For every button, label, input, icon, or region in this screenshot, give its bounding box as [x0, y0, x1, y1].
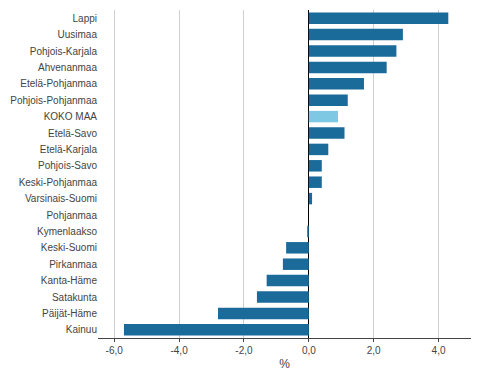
svg-text:%: % [279, 357, 290, 371]
svg-text:Pohjanmaa: Pohjanmaa [46, 210, 97, 221]
svg-text:4,0: 4,0 [432, 345, 446, 356]
svg-text:-6,0: -6,0 [106, 345, 124, 356]
svg-text:Pirkanmaa: Pirkanmaa [49, 259, 97, 270]
svg-text:Keski-Pohjanmaa: Keski-Pohjanmaa [19, 177, 98, 188]
svg-text:Pohjois-Savo: Pohjois-Savo [38, 160, 97, 171]
svg-text:2,0: 2,0 [367, 345, 381, 356]
svg-text:Satakunta: Satakunta [52, 292, 97, 303]
svg-text:Uusimaa: Uusimaa [58, 29, 98, 40]
svg-text:-2,0: -2,0 [235, 345, 253, 356]
svg-text:Etelä-Pohjanmaa: Etelä-Pohjanmaa [20, 78, 97, 89]
svg-text:Pohjois-Pohjanmaa: Pohjois-Pohjanmaa [10, 95, 97, 106]
svg-text:Ahvenanmaa: Ahvenanmaa [38, 62, 97, 73]
svg-text:0,0: 0,0 [302, 345, 316, 356]
svg-text:Päijät-Häme: Päijät-Häme [42, 308, 97, 319]
svg-text:Kymenlaakso: Kymenlaakso [37, 226, 97, 237]
svg-text:-4,0: -4,0 [170, 345, 188, 356]
svg-text:Kainuu: Kainuu [66, 324, 97, 335]
svg-text:Etelä-Savo: Etelä-Savo [48, 128, 97, 139]
svg-text:Keski-Suomi: Keski-Suomi [41, 242, 97, 253]
svg-text:Varsinais-Suomi: Varsinais-Suomi [25, 193, 97, 204]
svg-text:Pohjois-Karjala: Pohjois-Karjala [30, 46, 98, 57]
svg-text:KOKO MAA: KOKO MAA [44, 111, 98, 122]
svg-text:Etelä-Karjala: Etelä-Karjala [40, 144, 98, 155]
svg-text:Kanta-Häme: Kanta-Häme [41, 275, 98, 286]
svg-text:Lappi: Lappi [73, 13, 97, 24]
